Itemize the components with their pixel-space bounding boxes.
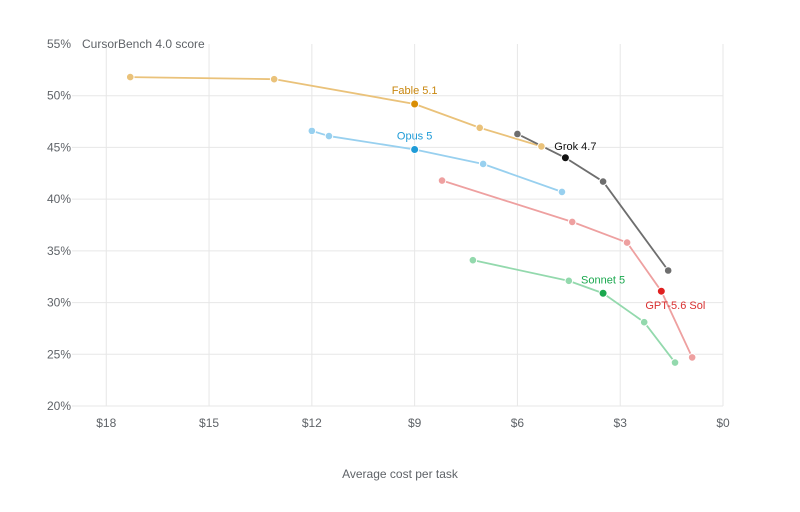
y-tick-label: 40% bbox=[47, 192, 71, 206]
grid: 55% 50% 45% 40% 35% 30% 25% 20% $18 $15 $12 $9 $6 $3 $… bbox=[47, 37, 730, 430]
data-point bbox=[478, 159, 488, 169]
series-line bbox=[516, 133, 670, 272]
data-point bbox=[639, 317, 649, 327]
series-label: Sonnet 5 bbox=[581, 274, 625, 286]
data-point bbox=[598, 288, 608, 298]
data-point bbox=[670, 358, 680, 367]
data-point bbox=[567, 217, 577, 227]
data-point bbox=[125, 72, 135, 82]
x-tick-label: $12 bbox=[302, 416, 322, 430]
data-point bbox=[564, 276, 574, 286]
data-point bbox=[437, 176, 447, 185]
y-tick-label: 55% bbox=[47, 37, 71, 51]
data-point bbox=[324, 131, 334, 141]
y-tick-label: 30% bbox=[47, 296, 71, 310]
data-point bbox=[475, 123, 485, 133]
x-tick-label: $9 bbox=[408, 416, 422, 430]
x-tick-label: $3 bbox=[614, 416, 628, 430]
y-tick-label: 50% bbox=[47, 89, 71, 103]
series-line bbox=[310, 129, 563, 193]
data-point bbox=[410, 99, 420, 109]
y-tick-label: 25% bbox=[47, 347, 71, 361]
series-line bbox=[441, 179, 694, 359]
series-label: GPT-5.6 Sol bbox=[645, 300, 705, 312]
y-axis-title: CursorBench 4.0 score bbox=[82, 37, 205, 51]
y-tick-label: 20% bbox=[47, 399, 71, 413]
y-tick-label: 35% bbox=[47, 244, 71, 258]
series-layer bbox=[125, 72, 697, 367]
data-point bbox=[598, 177, 608, 186]
data-point bbox=[560, 153, 570, 163]
data-point bbox=[269, 74, 279, 84]
x-tick-label: $6 bbox=[511, 416, 525, 430]
data-point bbox=[687, 353, 697, 362]
data-point bbox=[307, 126, 317, 136]
label-layer: Fable 5.1 Opus 5 Grok 4.7 GPT-5.6 Sol Sonnet… bbox=[392, 85, 706, 312]
series-label: Grok 4.7 bbox=[554, 141, 596, 153]
x-axis-title: Average cost per task bbox=[342, 467, 459, 481]
data-point bbox=[622, 238, 632, 247]
series-label: Fable 5.1 bbox=[392, 85, 438, 97]
data-point bbox=[656, 286, 666, 296]
data-point bbox=[663, 266, 673, 275]
x-tick-label: $18 bbox=[96, 416, 116, 430]
data-point bbox=[410, 144, 420, 154]
data-point bbox=[557, 187, 567, 197]
series-line bbox=[129, 76, 543, 148]
y-tick-label: 45% bbox=[47, 140, 71, 154]
data-point bbox=[537, 142, 546, 151]
data-point bbox=[513, 129, 522, 139]
x-tick-label: $15 bbox=[199, 416, 219, 430]
series-label: Opus 5 bbox=[397, 130, 432, 142]
data-point bbox=[468, 255, 478, 265]
x-tick-label: $0 bbox=[716, 416, 730, 430]
